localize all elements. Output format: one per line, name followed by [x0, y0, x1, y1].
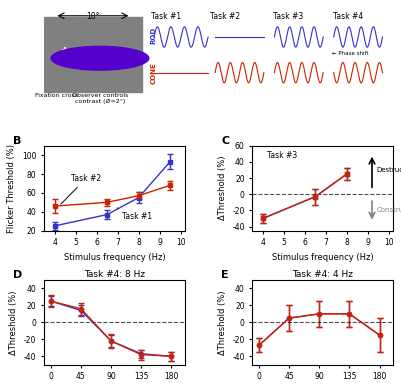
Text: Constructive: Constructive [376, 207, 401, 214]
Title: Task #4: 4 Hz: Task #4: 4 Hz [292, 270, 353, 279]
Text: Task #3: Task #3 [267, 151, 297, 160]
X-axis label: Stimulus frequency (Hz): Stimulus frequency (Hz) [272, 253, 373, 262]
Circle shape [51, 46, 149, 70]
Title: Task #4: 8 Hz: Task #4: 8 Hz [84, 270, 145, 279]
Text: Observer controls
contrast (Ø=2°): Observer controls contrast (Ø=2°) [72, 93, 128, 104]
Text: Fixation cross: Fixation cross [35, 93, 78, 98]
Text: B: B [13, 136, 22, 146]
X-axis label: Stimulus frequency (Hz): Stimulus frequency (Hz) [64, 253, 165, 262]
Bar [44, 17, 142, 92]
Text: C: C [221, 136, 229, 146]
Text: Task #1: Task #1 [117, 208, 152, 221]
Text: CONE: CONE [150, 62, 156, 84]
Y-axis label: ΔThreshold (%): ΔThreshold (%) [218, 156, 227, 220]
Text: Task #4: Task #4 [332, 12, 363, 20]
Text: Task #3: Task #3 [273, 12, 304, 20]
Text: Task #2: Task #2 [211, 12, 241, 20]
Text: ← Phase shift: ← Phase shift [332, 51, 369, 56]
Y-axis label: ΔThreshold (%): ΔThreshold (%) [218, 290, 227, 354]
Text: Destructive: Destructive [376, 167, 401, 173]
Y-axis label: Flicker Threshold (%): Flicker Threshold (%) [7, 144, 16, 233]
Text: Task #2: Task #2 [61, 174, 101, 204]
Text: 10°: 10° [86, 12, 100, 22]
Text: E: E [221, 270, 229, 280]
Text: ROD: ROD [150, 27, 156, 44]
Text: D: D [13, 270, 22, 280]
Text: Task #1: Task #1 [151, 12, 181, 20]
Y-axis label: ΔThreshold (%): ΔThreshold (%) [9, 290, 18, 354]
